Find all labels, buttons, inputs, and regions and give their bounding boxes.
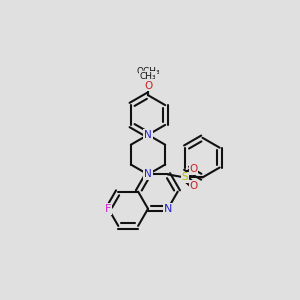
Text: O: O xyxy=(190,181,198,191)
Text: N: N xyxy=(164,204,172,214)
Text: OCH₃: OCH₃ xyxy=(136,68,160,76)
Text: N: N xyxy=(144,130,152,140)
Text: CH₃: CH₃ xyxy=(140,72,156,81)
Text: S: S xyxy=(182,172,188,182)
Text: F: F xyxy=(105,204,112,214)
Text: O: O xyxy=(190,164,198,174)
Text: O: O xyxy=(144,80,152,90)
Text: O: O xyxy=(144,81,152,91)
Text: N: N xyxy=(144,169,152,179)
